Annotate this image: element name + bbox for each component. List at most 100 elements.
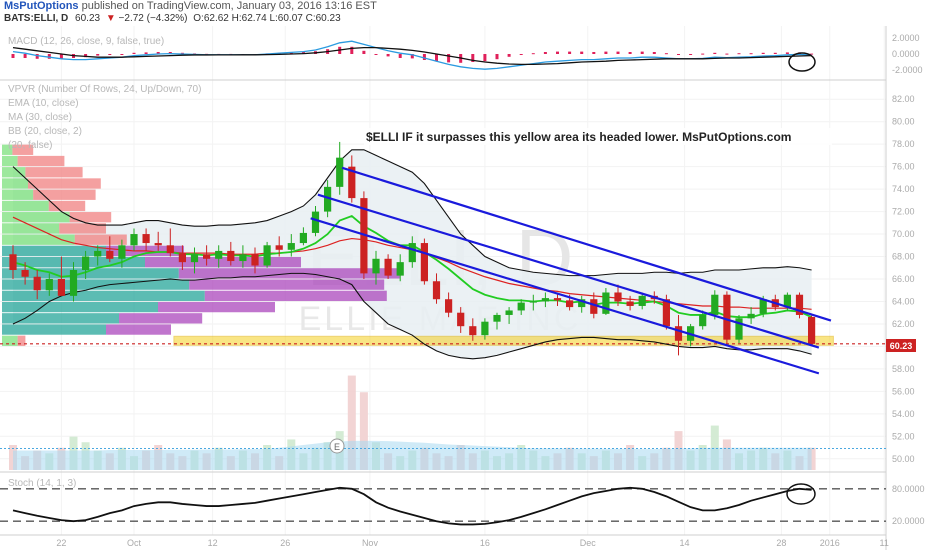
date-tick-label: 14 bbox=[680, 538, 690, 548]
yellow-zone bbox=[173, 335, 834, 346]
candle-body bbox=[203, 254, 211, 259]
price-tick-label: 58.00 bbox=[892, 364, 915, 374]
channel-trendline bbox=[310, 217, 820, 375]
vpvr-down-bar bbox=[48, 200, 86, 212]
macd-histogram-bar bbox=[628, 52, 632, 54]
macd-tick-label: 0.0000 bbox=[892, 49, 920, 59]
macd-histogram-bar bbox=[713, 52, 717, 54]
macd-histogram-bar bbox=[108, 54, 112, 55]
candle-body bbox=[263, 245, 271, 266]
price-tick-label: 54.00 bbox=[892, 409, 915, 419]
macd-histogram-bar bbox=[120, 54, 124, 55]
candle-body bbox=[445, 299, 453, 313]
date-tick-label: 2016 bbox=[820, 538, 840, 548]
macd-histogram-bar bbox=[604, 51, 608, 54]
candle-body bbox=[82, 256, 90, 271]
macd-histogram-bar bbox=[580, 51, 584, 54]
earnings-marker[interactable]: E bbox=[329, 438, 345, 454]
price-tick-label: 82.00 bbox=[892, 94, 915, 104]
macd-histogram-bar bbox=[725, 53, 729, 55]
vpvr-down-bar bbox=[158, 301, 275, 313]
macd-histogram-bar bbox=[350, 46, 354, 54]
candle-body bbox=[674, 326, 683, 341]
vpvr-up-bar bbox=[2, 313, 119, 324]
earnings-label: E bbox=[334, 442, 340, 452]
candle-body bbox=[638, 295, 646, 306]
candle-body bbox=[336, 157, 344, 187]
date-tick-label: 28 bbox=[776, 538, 786, 548]
macd-histogram-bar bbox=[96, 54, 100, 56]
vpvr-down-bar bbox=[145, 256, 301, 268]
candle-body bbox=[178, 253, 186, 263]
macd-histogram-bar bbox=[810, 53, 814, 55]
date-tick-label: 11 bbox=[880, 538, 889, 548]
price-tick-label: 50.00 bbox=[892, 454, 915, 464]
candle-body bbox=[420, 243, 428, 282]
candle-body bbox=[723, 294, 731, 340]
macd-histogram-bar bbox=[664, 53, 668, 55]
vpvr-up-bar bbox=[2, 290, 205, 302]
vpvr-down-bar bbox=[12, 144, 34, 155]
candle-body bbox=[481, 321, 489, 336]
last-price-tag-label: 60.23 bbox=[890, 341, 913, 351]
candle-body bbox=[711, 294, 719, 315]
price-tick-label: 78.00 bbox=[892, 139, 915, 149]
change-value: −2.72 (−4.32%) bbox=[118, 13, 188, 24]
vpvr-down-bar bbox=[69, 212, 112, 223]
author-link[interactable]: MsPutOptions bbox=[4, 0, 79, 12]
candle-body bbox=[360, 198, 368, 274]
macd-histogram-bar bbox=[447, 54, 451, 63]
vpvr-down-bar bbox=[33, 189, 96, 200]
macd-histogram-bar bbox=[773, 52, 777, 54]
candle-body bbox=[493, 314, 501, 322]
macd-histogram-bar bbox=[495, 54, 499, 60]
chart-annotation: $ELLI IF it surpasses this yellow area i… bbox=[366, 130, 791, 144]
vpvr-up-bar bbox=[2, 200, 49, 212]
vpvr-up-bar bbox=[2, 155, 18, 167]
macd-histogram-bar bbox=[616, 51, 620, 54]
macd-histogram-bar bbox=[47, 54, 51, 59]
candle-body bbox=[590, 299, 598, 314]
macd-histogram-bar bbox=[23, 54, 27, 58]
candle-body bbox=[699, 314, 707, 327]
vpvr-down-bar bbox=[17, 335, 26, 346]
volume-bar bbox=[347, 375, 356, 470]
vpvr-up-bar bbox=[2, 212, 70, 223]
candle-body bbox=[130, 234, 138, 246]
price-tick-label: 52.00 bbox=[892, 431, 915, 441]
vpvr-label: VPVR (Number Of Rows, 24, Up/Down, 70) bbox=[8, 84, 201, 95]
close-value: C:60.23 bbox=[305, 13, 341, 24]
candle-body bbox=[33, 276, 41, 291]
candle-body bbox=[795, 294, 804, 315]
candle-body bbox=[626, 301, 634, 306]
macd-histogram-bar bbox=[144, 52, 148, 54]
candle-body bbox=[566, 300, 574, 308]
last-price-tag: 60.23 bbox=[886, 339, 916, 352]
candle-body bbox=[69, 270, 78, 296]
vpvr-up-bar bbox=[2, 324, 106, 335]
candle-body bbox=[529, 301, 537, 303]
candle-body bbox=[541, 298, 549, 302]
price-tick-label: 68.00 bbox=[892, 252, 915, 262]
candle-body bbox=[166, 245, 174, 254]
candle-body bbox=[45, 279, 53, 291]
ma-label: MA (30, close) bbox=[8, 112, 72, 123]
candle-body bbox=[602, 292, 610, 314]
candle-body bbox=[505, 310, 513, 315]
vpvr-down-bar bbox=[204, 290, 387, 302]
date-tick-label: 16 bbox=[480, 538, 490, 548]
macd-histogram-bar bbox=[531, 53, 535, 55]
macd-histogram-bar bbox=[737, 53, 741, 55]
candle-body bbox=[215, 250, 223, 259]
candle-body bbox=[553, 298, 562, 301]
price-tick-label: 62.00 bbox=[892, 319, 915, 329]
published-text: published on TradingView.com, January 03… bbox=[81, 0, 377, 12]
candle-body bbox=[324, 186, 332, 212]
stoch-tick-label: 80.0000 bbox=[892, 484, 925, 494]
macd-histogram-bar bbox=[35, 54, 39, 59]
vpvr-up-bar bbox=[2, 234, 75, 245]
candle-body bbox=[747, 313, 755, 319]
candle-body bbox=[21, 270, 29, 277]
channel-trendline bbox=[317, 193, 820, 349]
